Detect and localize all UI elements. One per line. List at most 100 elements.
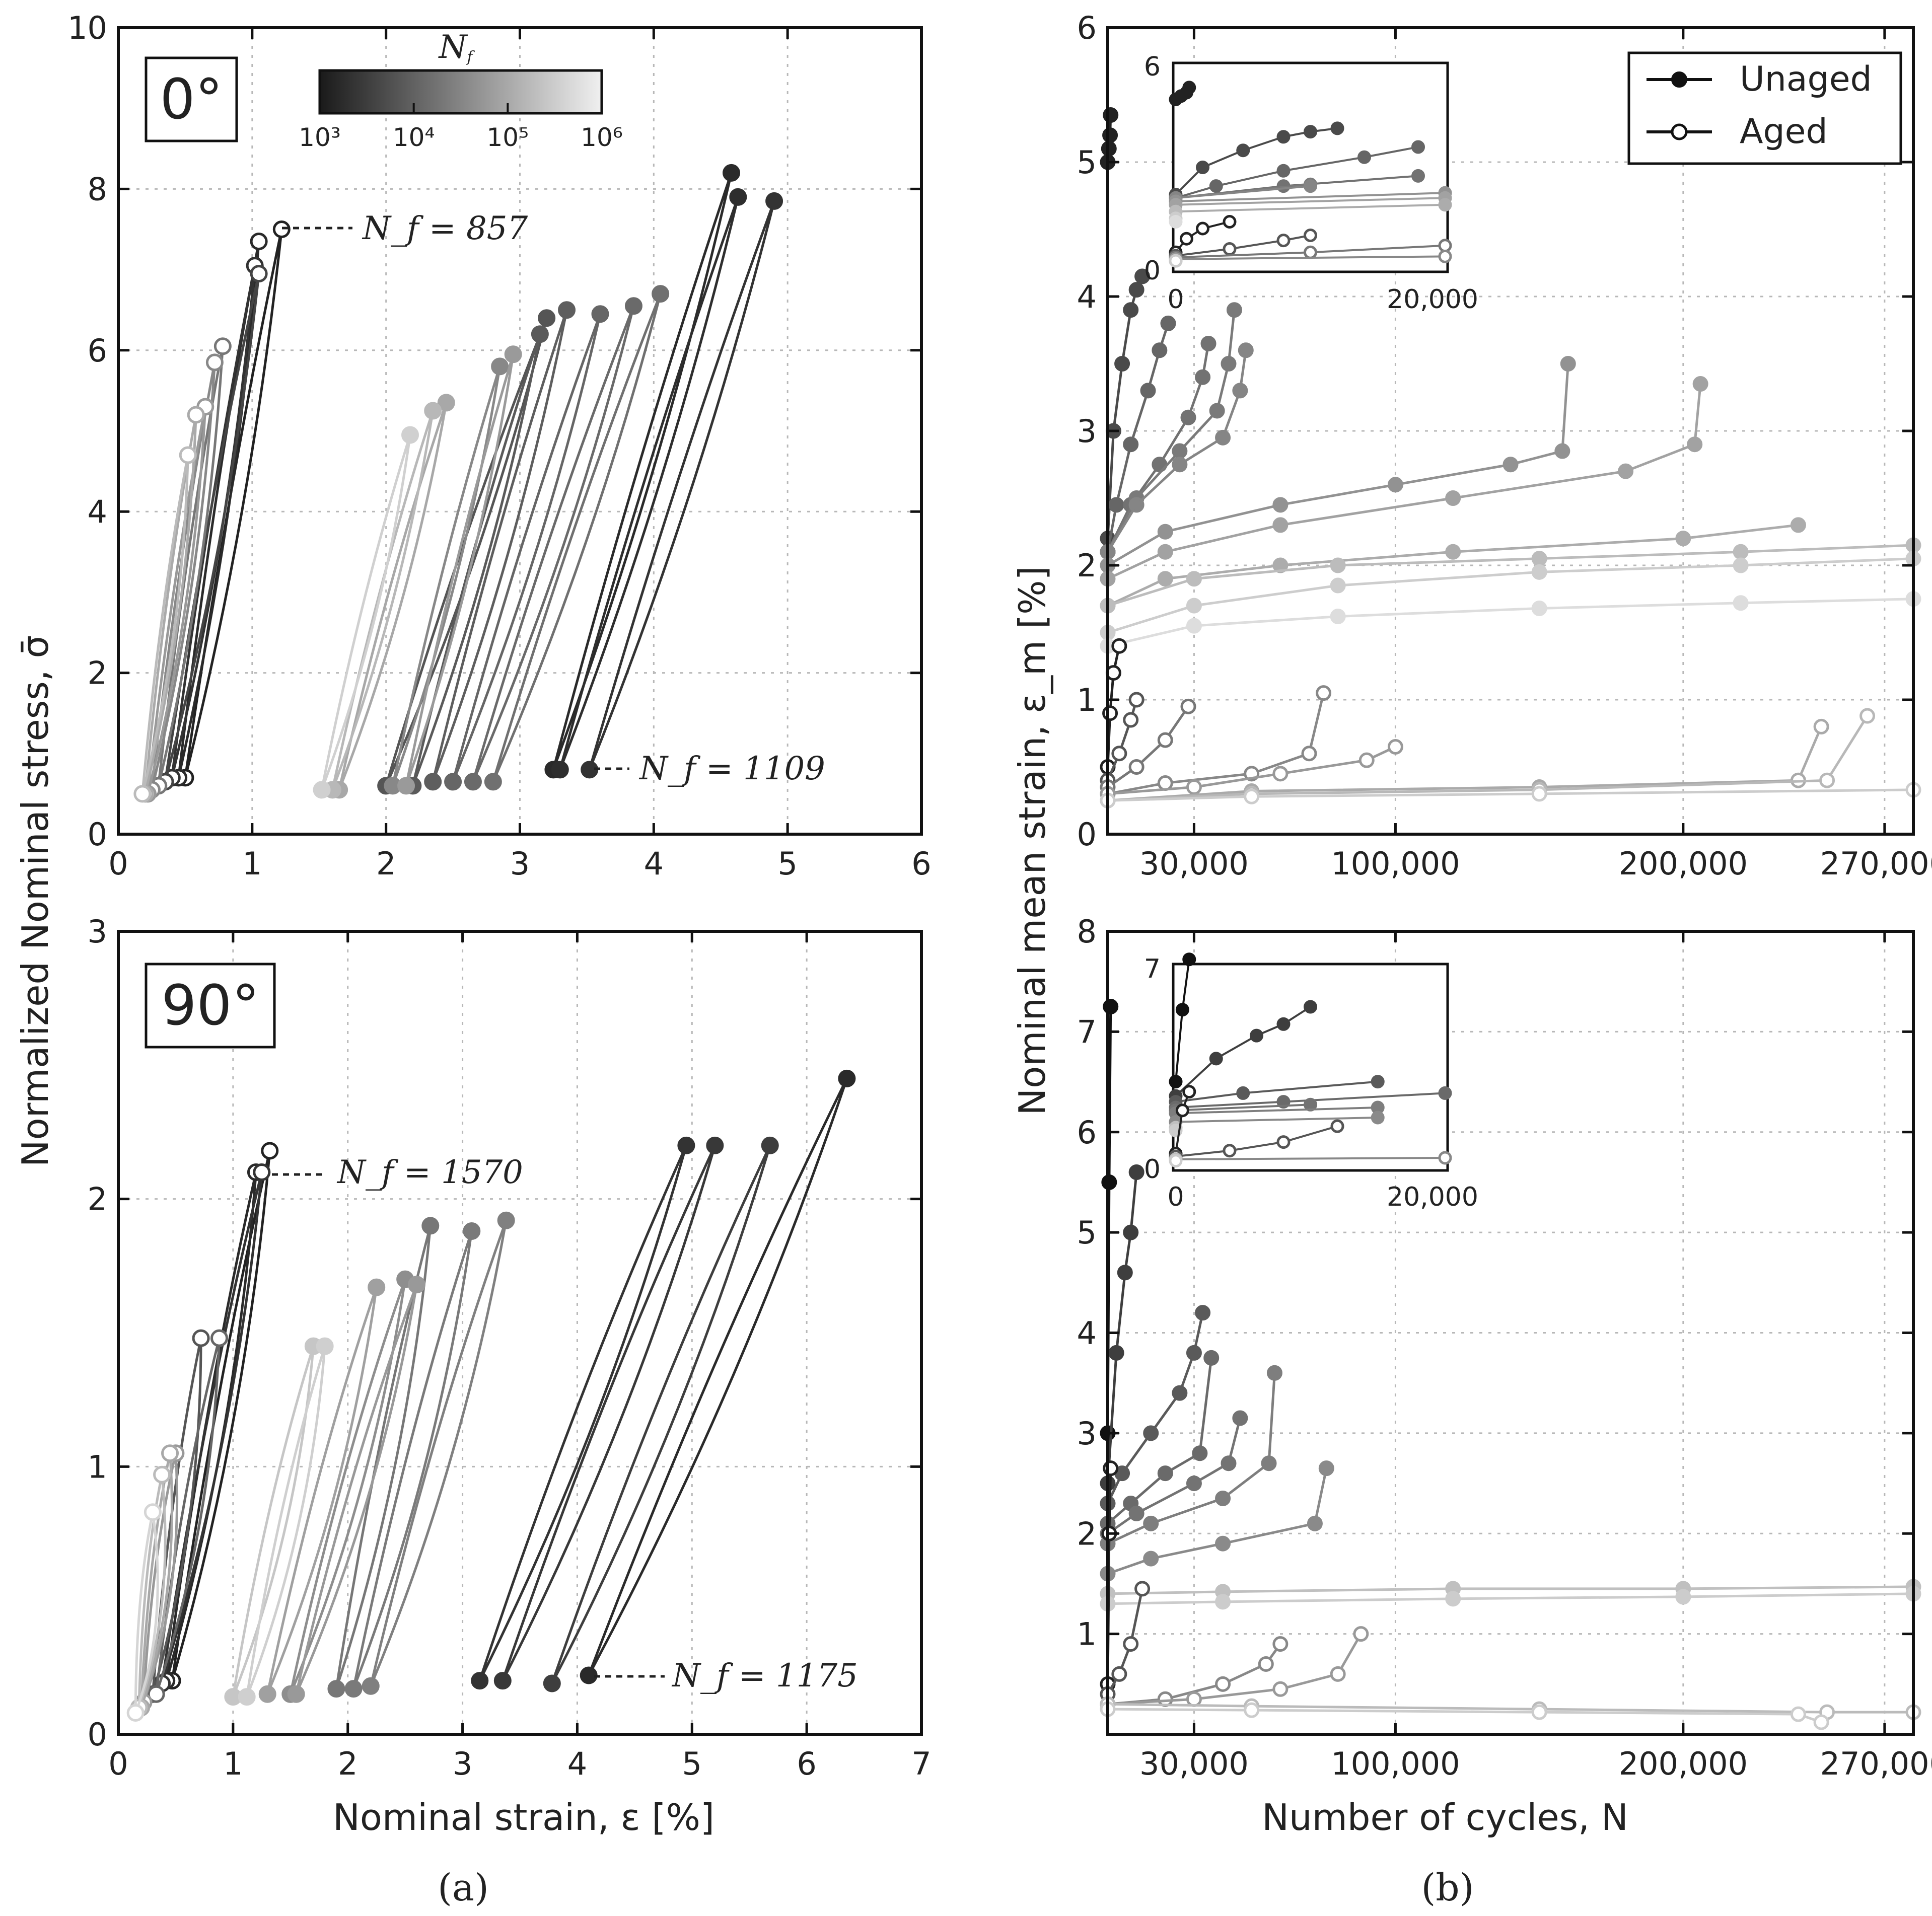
plot-b-top-point-aged — [1102, 705, 1118, 721]
plot-b-top-point-aged — [1157, 775, 1173, 791]
legend-aged-label: Aged — [1740, 112, 1828, 152]
plot-b-top-point-unaged — [1232, 383, 1248, 399]
plot-b-bottom-point-unaged — [1445, 1591, 1461, 1607]
plot-b-bottom-point-unaged — [1215, 1594, 1231, 1610]
plot-b-bottom-point-unaged — [1215, 1490, 1231, 1506]
plot-b-top-point-aged — [1111, 746, 1127, 762]
plot-b-bottom-point-unaged — [1186, 1345, 1202, 1361]
plot-b-top-point-unaged — [1103, 107, 1119, 123]
inset-bot-series-point-unaged — [1209, 1052, 1223, 1066]
inset-bot-series-point-unaged — [1438, 1086, 1452, 1100]
inset-top-series-point-unaged — [1411, 140, 1425, 154]
plot-b-bottom-point-unaged — [1157, 1465, 1173, 1482]
plot-b-top-ytick-label: 6 — [1077, 10, 1097, 46]
plot-b-bottom-point-unaged — [1195, 1305, 1211, 1321]
inset-top-series-point-unaged — [1411, 169, 1425, 183]
plot-b-top-point-aged — [1531, 786, 1547, 802]
annotation-1109: N_f = 1109 — [638, 750, 825, 787]
plot-a-bottom-frame — [117, 930, 923, 1736]
plot-a-bottom-point-unaged — [238, 1688, 256, 1706]
inset-bot-series-point-aged — [1182, 1085, 1196, 1099]
plot-b-top-point-unaged — [1554, 443, 1570, 459]
panel-a-ylabel: Normalized Nominal stress, σ̄ — [14, 635, 56, 1167]
plot-b-bottom-xtick-label: 100,000 — [1331, 1745, 1460, 1782]
plot-a-bottom-point-aged — [147, 1685, 165, 1703]
plot-a-bottom-point-unaged — [327, 1680, 345, 1698]
inset-top-series-point-aged — [1438, 249, 1452, 263]
plot-a-bottom-point-unaged — [362, 1677, 380, 1695]
plot-a-top-point-unaged — [538, 309, 556, 327]
plot-a-bottom-point-unaged — [493, 1672, 512, 1690]
annotation-1175: N_f = 1175 — [671, 1657, 858, 1694]
plot-b-top-point-unaged — [1560, 356, 1576, 372]
plot-a-bottom-xtick-label: 5 — [682, 1745, 702, 1782]
plot-b-top: 30,000 100,000 200,000 270,000 0 1 2 3 4 5 6 6 0 0… — [1077, 10, 1932, 882]
plot-b-top-xtick-label: 270,000 — [1820, 845, 1932, 882]
plot-a-top-point-aged — [133, 785, 152, 803]
caption-b: (b) — [1421, 1866, 1474, 1909]
plot-b-top-point-unaged — [1445, 490, 1461, 506]
inset-bot-series-series-unaged — [1175, 1117, 1378, 1123]
plot-a-top-point-unaged — [424, 773, 442, 791]
plot-a-top-point-unaged — [437, 394, 455, 412]
plot-a-bottom-xtick-label: 3 — [453, 1745, 472, 1782]
inset-top-series-point-aged — [1223, 215, 1237, 229]
plot-b-top-point-unaged — [1675, 531, 1691, 547]
plot-a-top-point-unaged — [397, 777, 415, 795]
plot-b-top-point-unaged — [1272, 497, 1289, 513]
inset-top-series-series-aged — [1175, 255, 1446, 260]
plot-a-top-point-unaged — [591, 305, 609, 323]
plot-b-top-point-unaged — [1102, 127, 1118, 143]
plot-a-top-point-aged — [179, 446, 197, 464]
inset-top-series-series-aged — [1175, 220, 1230, 253]
plot-b-bottom-point-aged — [1123, 1636, 1139, 1652]
plot-b-top-point-unaged — [1160, 315, 1176, 331]
plot-a-bottom-ytick-label: 2 — [88, 1181, 107, 1218]
plot-a-bottom-point-unaged — [344, 1680, 363, 1698]
inset-b-bottom: 7 0 0 20,000 — [1144, 952, 1478, 1212]
inset-bot-series-point-unaged — [1175, 1003, 1189, 1017]
plot-a-bottom-point-unaged — [677, 1136, 695, 1154]
plot-b-bottom-ticks: 30,000 100,000 200,000 270,000 1 2 3 4 5 6 7 8 — [1077, 913, 1932, 1782]
plot-b-bottom-point-aged — [1103, 1460, 1119, 1477]
panel-b-ylabel: Nominal mean strain, ε_m [%] — [1011, 566, 1053, 1115]
plot-a-top-series — [133, 164, 783, 803]
inset-bot-series-series-aged — [1175, 1125, 1338, 1158]
plot-b-bottom-point-unaged — [1143, 1551, 1159, 1567]
inset-bot-series-series-aged — [1175, 1157, 1446, 1160]
inset-bot-series-series-unaged — [1175, 1103, 1311, 1112]
inset-b-bottom-ytop: 7 — [1144, 954, 1161, 984]
plot-b-top-point-unaged — [1215, 429, 1231, 446]
colorbar-tick-label: 10³ — [299, 123, 341, 152]
plot-b-bottom-xtick-label: 30,000 — [1139, 1745, 1249, 1782]
colorbar-tick-label: 10⁵ — [486, 123, 529, 152]
plot-b-top-point-unaged — [1134, 268, 1151, 284]
plot-b-top-point-unaged — [1272, 517, 1289, 533]
plot-a-bottom-point-aged — [192, 1329, 210, 1347]
inset-bot-series-point-aged — [1223, 1144, 1237, 1158]
inset-top-series-point-unaged — [1276, 130, 1291, 144]
plot-b-top-point-unaged — [1502, 457, 1519, 473]
plot-a-top-point-aged — [250, 265, 268, 283]
plot-b-top-point-aged — [1157, 732, 1173, 748]
inset-b-top-x0: 0 — [1167, 284, 1184, 315]
inset-bot-series-point-unaged — [1182, 952, 1196, 967]
plot-a-bottom-xtick-label: 0 — [108, 1745, 128, 1782]
plot-b-bottom-ytick-label: 6 — [1077, 1114, 1097, 1151]
inset-bot-series-point-unaged — [1276, 1095, 1291, 1109]
plot-a-top-point-unaged — [558, 301, 576, 319]
plot-b-top-ticks: 30,000 100,000 200,000 270,000 0 1 2 3 4 5 6 — [1077, 10, 1932, 882]
plot-b-top-point-unaged — [1186, 598, 1202, 614]
plot-b-bottom-point-aged — [1111, 1666, 1127, 1682]
plot-a-top-xtick-label: 6 — [911, 845, 931, 882]
plot-b-bottom-point-unaged — [1172, 1385, 1188, 1401]
plot-b-bottom-point-unaged — [1675, 1589, 1691, 1605]
plot-b-top-point-unaged — [1330, 577, 1346, 594]
inset-top-series-point-aged — [1223, 242, 1237, 256]
plot-b-top-series-unaged — [1107, 544, 1914, 607]
plot-b-bottom-ytick-label: 7 — [1077, 1013, 1097, 1050]
plot-a-bottom-point-unaged — [580, 1666, 598, 1684]
panel-b-xlabel: Number of cycles, N — [1262, 1796, 1628, 1838]
inset-bot-series-point-unaged — [1236, 1086, 1250, 1100]
